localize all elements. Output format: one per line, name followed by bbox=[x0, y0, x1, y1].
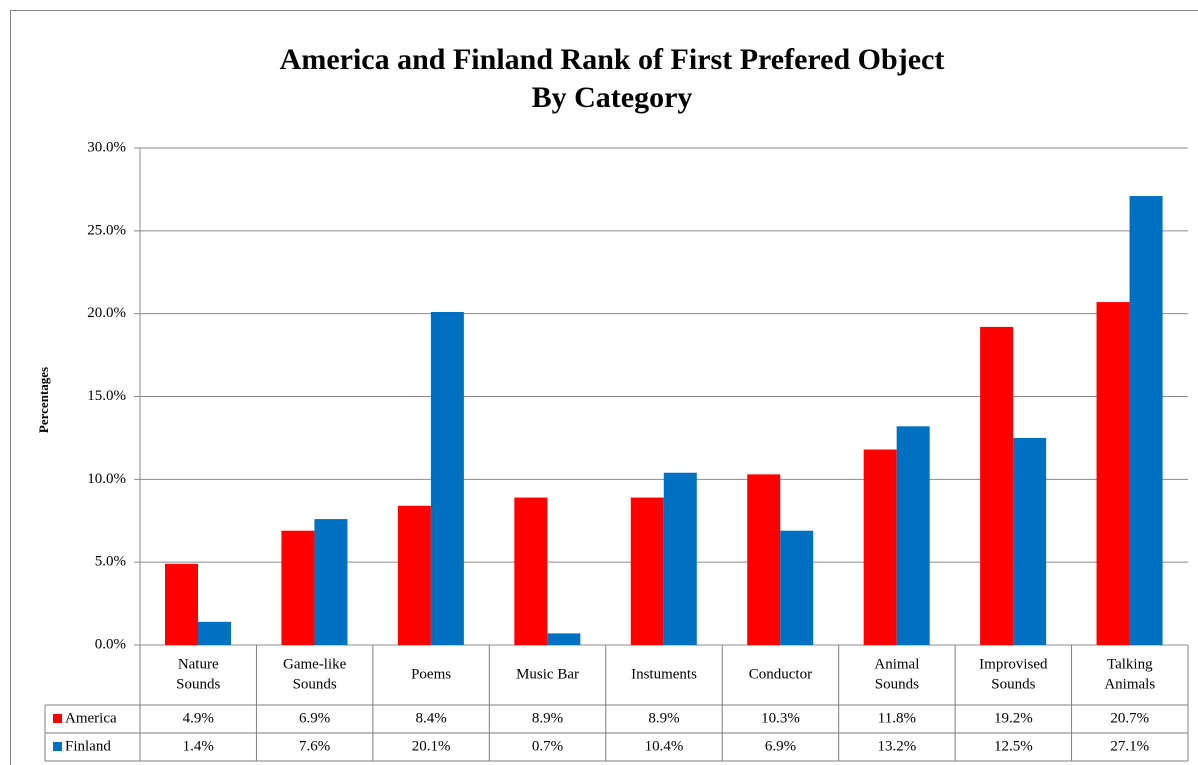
bar bbox=[547, 633, 581, 645]
table-value: 11.8% bbox=[878, 710, 916, 726]
x-tick-label: Nature bbox=[178, 656, 219, 672]
x-tick-label: Music Bar bbox=[516, 666, 579, 682]
y-tick-label: 25.0% bbox=[87, 222, 126, 238]
x-tick-label: Animal bbox=[874, 656, 919, 672]
bar bbox=[281, 530, 315, 645]
bar bbox=[663, 472, 697, 645]
table-value: 10.3% bbox=[761, 710, 800, 726]
y-axis-label: Percentages bbox=[36, 367, 51, 433]
table-value: 1.4% bbox=[183, 738, 214, 754]
y-tick-label: 0.0% bbox=[95, 636, 126, 652]
x-tick-label: Talking bbox=[1107, 656, 1153, 672]
x-tick-label: Animals bbox=[1104, 676, 1155, 692]
legend-label: America bbox=[65, 710, 117, 726]
table-value: 4.9% bbox=[183, 710, 214, 726]
table-value: 19.2% bbox=[994, 710, 1033, 726]
y-tick-label: 5.0% bbox=[95, 554, 126, 570]
table-value: 12.5% bbox=[994, 738, 1033, 754]
table-value: 6.9% bbox=[299, 710, 330, 726]
x-tick-label: Poems bbox=[411, 666, 451, 682]
bar bbox=[198, 621, 231, 645]
table-value: 10.4% bbox=[645, 738, 684, 754]
bar bbox=[1013, 437, 1047, 645]
bar bbox=[1096, 302, 1130, 645]
table-value: 20.7% bbox=[1110, 710, 1149, 726]
x-tick-label: Improvised bbox=[979, 656, 1048, 672]
table-value: 20.1% bbox=[412, 738, 451, 754]
bar bbox=[314, 519, 348, 645]
legend-label: Finland bbox=[65, 738, 111, 754]
x-tick-label: Sounds bbox=[176, 676, 220, 692]
chart-title: By Category bbox=[532, 81, 693, 114]
table-value: 27.1% bbox=[1110, 738, 1149, 754]
y-tick-label: 30.0% bbox=[87, 139, 126, 155]
bar bbox=[1129, 196, 1163, 645]
x-tick-label: Sounds bbox=[991, 676, 1035, 692]
table-value: 8.9% bbox=[648, 710, 679, 726]
bar bbox=[514, 497, 548, 645]
table-value: 8.4% bbox=[415, 710, 446, 726]
bar bbox=[747, 474, 781, 645]
bar bbox=[863, 449, 897, 645]
bar bbox=[980, 326, 1014, 645]
legend-swatch bbox=[53, 742, 62, 751]
table-value: 0.7% bbox=[532, 738, 563, 754]
table-value: 8.9% bbox=[532, 710, 563, 726]
chart-title: America and Finland Rank of First Prefer… bbox=[280, 43, 945, 76]
x-tick-label: Sounds bbox=[293, 676, 337, 692]
x-tick-label: Instuments bbox=[631, 666, 697, 682]
bar bbox=[430, 312, 464, 645]
y-tick-label: 15.0% bbox=[87, 388, 126, 404]
bar bbox=[397, 505, 431, 645]
y-tick-label: 10.0% bbox=[87, 471, 126, 487]
table-value: 7.6% bbox=[299, 738, 330, 754]
table-value: 6.9% bbox=[765, 738, 796, 754]
x-tick-label: Conductor bbox=[749, 666, 812, 682]
chart-border bbox=[10, 10, 1198, 765]
y-tick-label: 20.0% bbox=[87, 305, 126, 321]
x-tick-label: Game-like bbox=[283, 656, 347, 672]
bar bbox=[780, 530, 814, 645]
bar bbox=[630, 497, 664, 645]
legend-swatch bbox=[53, 714, 62, 723]
bar bbox=[165, 563, 198, 645]
x-tick-label: Sounds bbox=[875, 676, 919, 692]
bar bbox=[896, 426, 930, 645]
table-value: 13.2% bbox=[878, 738, 917, 754]
